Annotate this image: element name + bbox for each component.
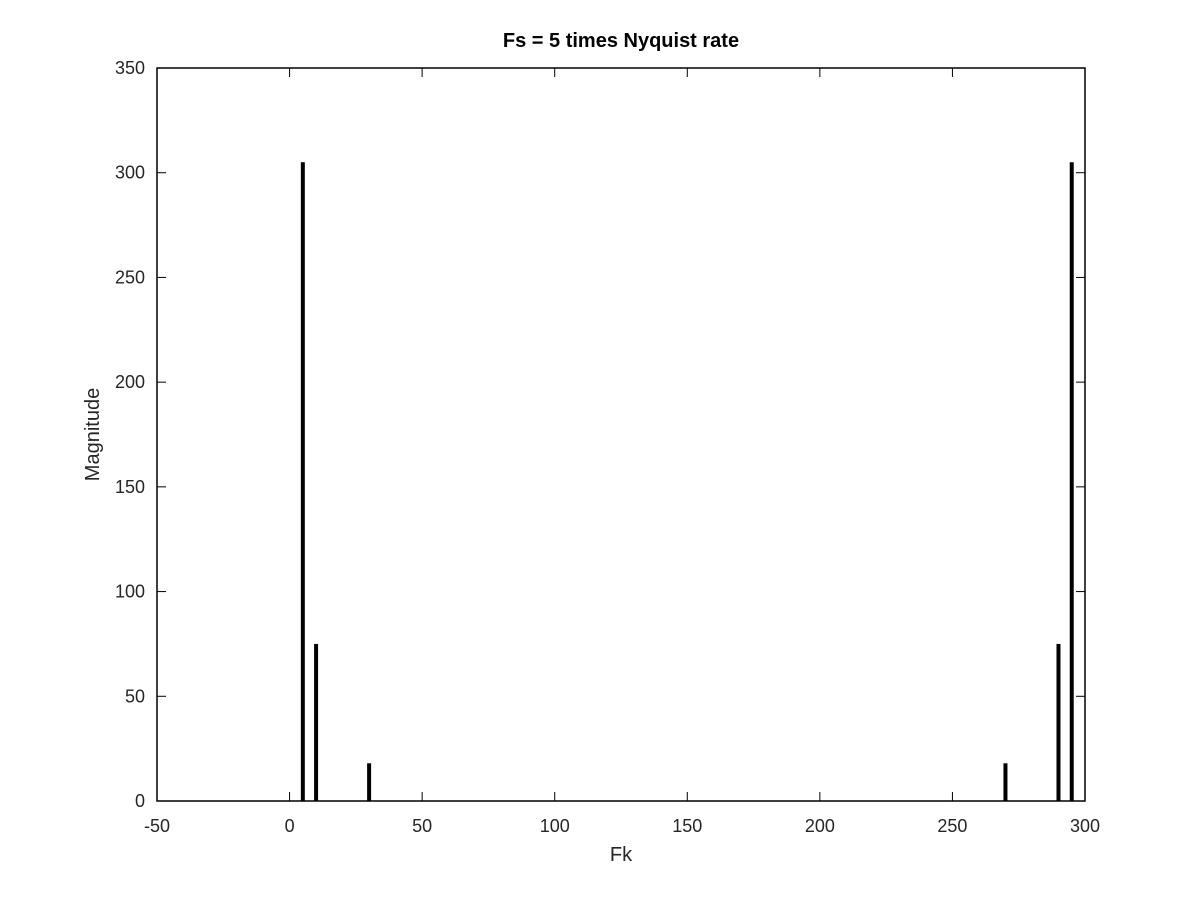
bar [367,763,372,801]
x-tick-label: 100 [540,816,570,836]
bar [314,643,319,801]
plot-area-frame [156,67,1086,802]
x-axis: -50 0 50 100 150 200 250 300 [144,68,1100,836]
bar [1056,643,1061,801]
x-tick-label: 250 [937,816,967,836]
y-tick-label: 350 [115,58,145,78]
y-axis-label: Magnitude [82,388,104,481]
bars [300,162,1074,802]
y-tick-label: 0 [135,791,145,811]
x-tick-label: 50 [412,816,432,836]
chart-title: Fs = 5 times Nyquist rate [503,30,739,52]
y-tick-label: 50 [125,686,145,706]
y-tick-label: 250 [115,267,145,287]
x-tick-label: 200 [805,816,835,836]
x-tick-label: 300 [1070,816,1100,836]
y-tick-label: 100 [115,582,145,602]
x-tick-label: 150 [672,816,702,836]
y-tick-label: 200 [115,372,145,392]
y-tick-label: 150 [115,477,145,497]
y-tick-label: 300 [115,163,145,183]
bar [1069,162,1074,802]
bar [300,162,305,802]
x-axis-label: Fk [610,844,633,866]
x-tick-label: -50 [144,816,170,836]
bar [1003,763,1008,801]
x-tick-label: 0 [285,816,295,836]
y-axis: 0 50 100 150 200 250 300 350 [115,58,1085,811]
